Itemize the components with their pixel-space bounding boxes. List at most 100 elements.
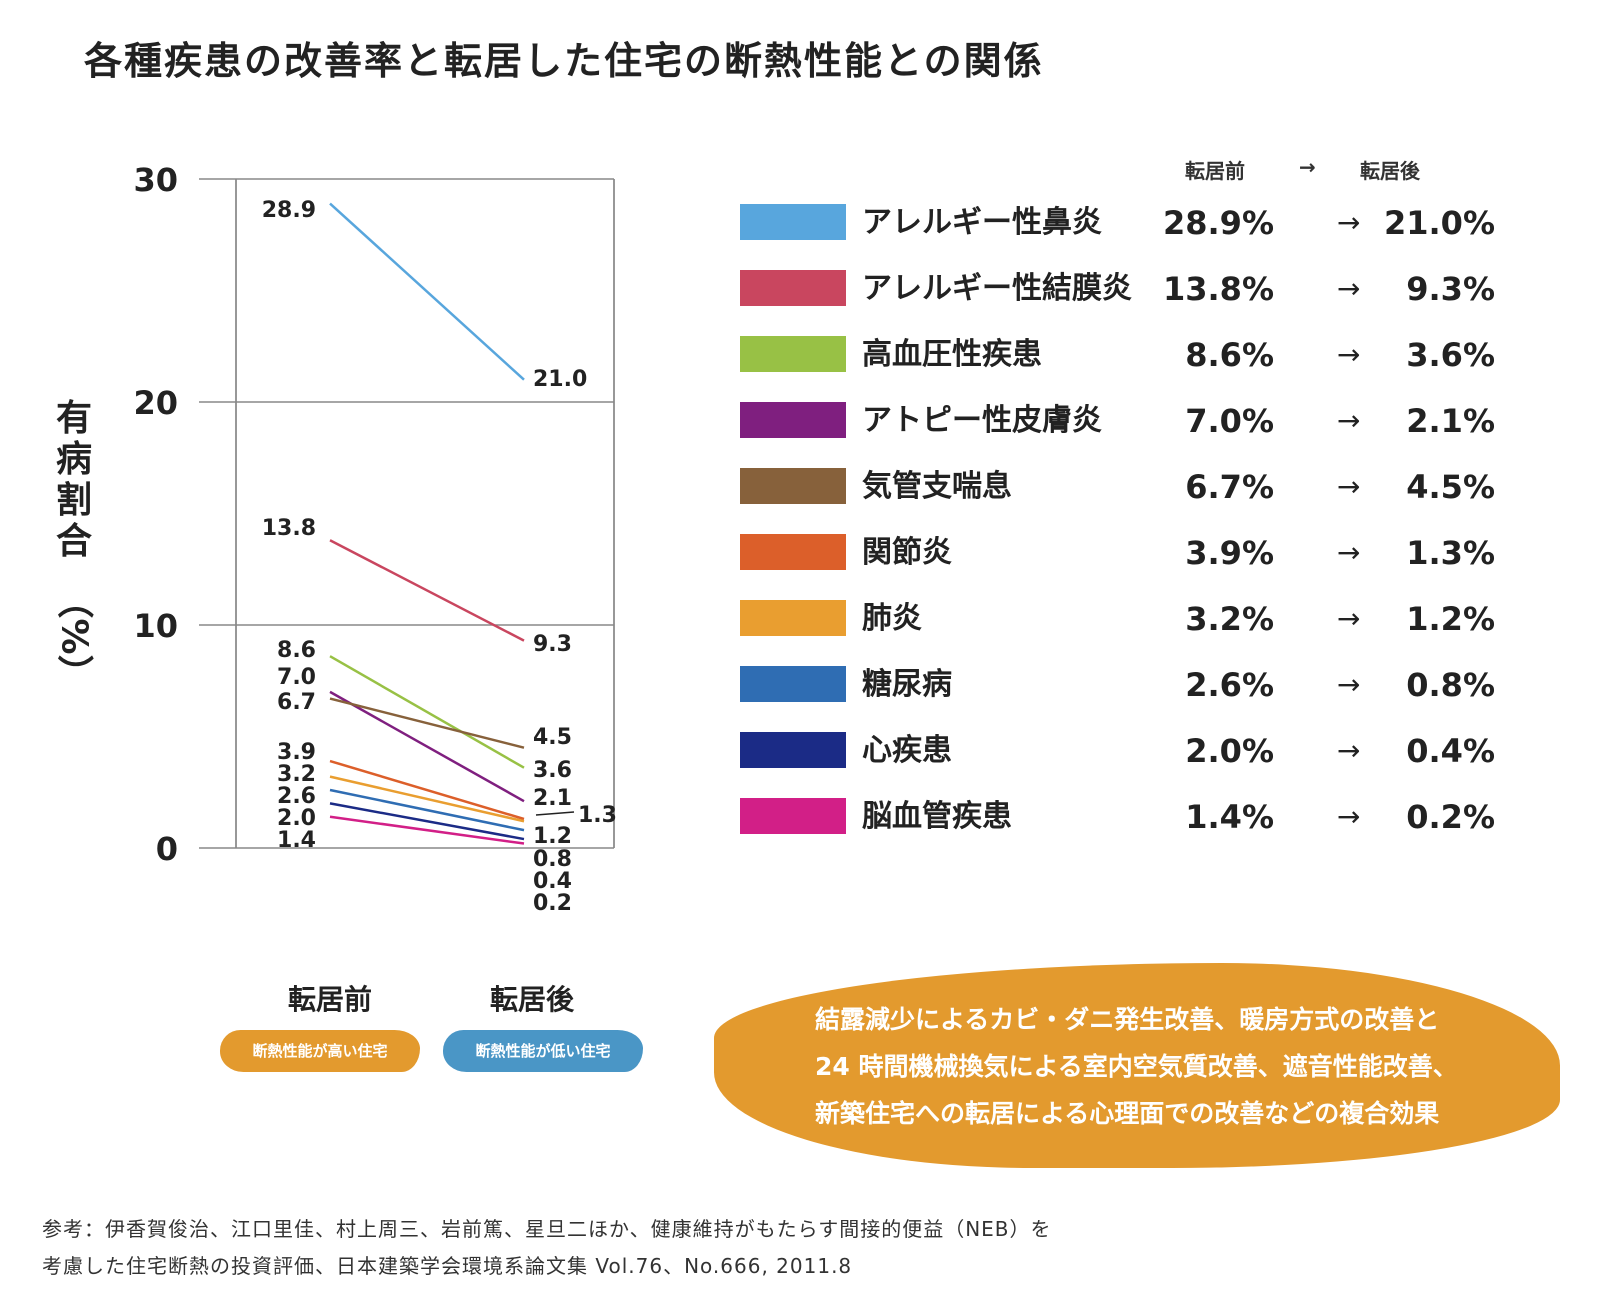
- legend-arrow: →: [1337, 536, 1361, 569]
- note-callout: [714, 963, 1560, 1168]
- y-tick-label: 20: [133, 384, 178, 422]
- legend-arrow: →: [1337, 668, 1361, 701]
- legend-after-value: 21.0%: [1383, 204, 1495, 242]
- data-label-after: 1.3: [578, 803, 617, 828]
- data-label-before: 3.9: [277, 740, 316, 765]
- data-label-after: 0.8: [533, 847, 572, 872]
- data-label-before: 1.4: [277, 828, 316, 853]
- legend-header-before: 転居前: [1185, 159, 1245, 183]
- legend-name: 脳血管疾患: [862, 799, 1012, 834]
- legend-row: 脳血管疾患 1.4% → 0.2%: [740, 798, 1520, 838]
- legend-row: 心疾患 2.0% → 0.4%: [740, 732, 1520, 772]
- after-housing-badge: 断熱性能が低い住宅: [443, 1030, 643, 1072]
- legend-name: 関節炎: [862, 535, 952, 570]
- legend-swatch: [740, 600, 846, 636]
- legend-row: 肺炎 3.2% → 1.2%: [740, 600, 1520, 640]
- data-label-before: 7.0: [277, 665, 316, 690]
- note-text: 結露減少によるカビ・ダニ発生改善、暖房方式の改善と 24 時間機械換気による室内…: [815, 996, 1535, 1137]
- legend-after-value: 3.6%: [1406, 336, 1495, 374]
- legend-after-value: 0.2%: [1406, 798, 1495, 836]
- legend-before-value: 7.0%: [1185, 402, 1274, 440]
- legend-row: アレルギー性鼻炎 28.9% → 21.0%: [740, 204, 1520, 244]
- reference-citation: 参考：伊香賀俊治、江口里佳、村上周三、岩前篤、星旦二ほか、健康維持がもたらす間接…: [42, 1211, 1052, 1285]
- legend-name: 糖尿病: [862, 667, 952, 702]
- legend-swatch: [740, 270, 846, 306]
- y-tick-label: 30: [133, 161, 178, 199]
- legend-arrow: →: [1337, 338, 1361, 371]
- y-tick-label: 0: [156, 830, 178, 868]
- before-housing-badge: 断熱性能が高い住宅: [220, 1030, 420, 1072]
- legend-swatch: [740, 798, 846, 834]
- legend-after-value: 0.4%: [1406, 732, 1495, 770]
- legend-swatch: [740, 534, 846, 570]
- x-category-after: 転居後: [489, 983, 574, 1016]
- legend-before-value: 13.8%: [1162, 270, 1274, 308]
- series-line: [329, 759, 525, 821]
- legend-row: 気管支喘息 6.7% → 4.5%: [740, 468, 1520, 508]
- data-label-before: 8.6: [277, 638, 316, 663]
- legend-row: 糖尿病 2.6% → 0.8%: [740, 666, 1520, 706]
- data-label-after: 1.2: [533, 824, 572, 849]
- note-line: 新築住宅への転居による心理面での改善などの複合効果: [815, 1099, 1440, 1128]
- y-axis-label: 有病割合 （%）: [53, 398, 95, 691]
- legend-arrow: →: [1337, 404, 1361, 437]
- data-label-after: 0.2: [533, 891, 572, 916]
- legend-before-value: 2.0%: [1185, 732, 1274, 770]
- legend-name: 気管支喘息: [862, 469, 1012, 504]
- legend-arrow: →: [1337, 470, 1361, 503]
- legend-before-value: 3.2%: [1185, 600, 1274, 638]
- legend-after-value: 9.3%: [1406, 270, 1495, 308]
- data-label-before: 28.9: [262, 198, 316, 223]
- series-line: [329, 815, 525, 845]
- data-label-before: 13.8: [262, 516, 316, 541]
- legend-row: 関節炎 3.9% → 1.3%: [740, 534, 1520, 574]
- legend-swatch: [740, 336, 846, 372]
- legend-swatch: [740, 402, 846, 438]
- legend-arrow: →: [1337, 272, 1361, 305]
- series-line: [329, 655, 525, 769]
- data-label-before: 2.0: [277, 806, 316, 831]
- legend-after-value: 4.5%: [1406, 468, 1495, 506]
- legend-row: アレルギー性結膜炎 13.8% → 9.3%: [740, 270, 1520, 310]
- legend-row: 高血圧性疾患 8.6% → 3.6%: [740, 336, 1520, 376]
- data-label-after: 0.4: [533, 869, 572, 894]
- data-label-after: 9.3: [533, 632, 572, 657]
- series-line: [329, 202, 525, 381]
- page-title: 各種疾患の改善率と転居した住宅の断熱性能との関係: [84, 39, 1044, 83]
- legend-name: 高血圧性疾患: [862, 337, 1042, 372]
- series-line: [329, 539, 525, 642]
- legend-arrow: →: [1337, 602, 1361, 635]
- legend-header-after: 転居後: [1360, 159, 1420, 183]
- legend-after-value: 2.1%: [1406, 402, 1495, 440]
- series-line: [329, 697, 525, 749]
- data-label-after: 4.5: [533, 725, 572, 750]
- y-axis-label-text: 有病割合: [55, 398, 92, 562]
- legend-before-value: 1.4%: [1185, 798, 1274, 836]
- data-label-before: 2.6: [277, 784, 316, 809]
- data-label-before: 6.7: [277, 690, 316, 715]
- legend-after-value: 1.2%: [1406, 600, 1495, 638]
- legend-name: アレルギー性鼻炎: [862, 205, 1102, 240]
- data-label-after: 3.6: [533, 758, 572, 783]
- legend-after-value: 0.8%: [1406, 666, 1495, 704]
- data-label-after: 21.0: [533, 367, 587, 392]
- legend-name: アトピー性皮膚炎: [862, 403, 1102, 438]
- legend-swatch: [740, 666, 846, 702]
- legend-arrow: →: [1337, 734, 1361, 767]
- reference-line: 考慮した住宅断熱の投資評価、日本建築学会環境系論文集 Vol.76、No.666…: [42, 1254, 853, 1278]
- note-line: 結露減少によるカビ・ダニ発生改善、暖房方式の改善と: [815, 1005, 1440, 1034]
- data-label-before: 3.2: [277, 762, 316, 787]
- legend-header-arrow: →: [1299, 155, 1316, 179]
- legend-arrow: →: [1337, 800, 1361, 833]
- y-axis-unit: （%）: [53, 582, 95, 691]
- series-line: [329, 788, 525, 832]
- legend-before-value: 3.9%: [1185, 534, 1274, 572]
- legend-before-value: 28.9%: [1162, 204, 1274, 242]
- legend-swatch: [740, 468, 846, 504]
- reference-line: 参考：伊香賀俊治、江口里佳、村上周三、岩前篤、星旦二ほか、健康維持がもたらす間接…: [42, 1217, 1052, 1241]
- legend-swatch: [740, 732, 846, 768]
- series-line: [329, 690, 525, 803]
- legend-before-value: 2.6%: [1185, 666, 1274, 704]
- data-label-after: 2.1: [533, 786, 572, 811]
- legend-name: 肺炎: [862, 601, 922, 636]
